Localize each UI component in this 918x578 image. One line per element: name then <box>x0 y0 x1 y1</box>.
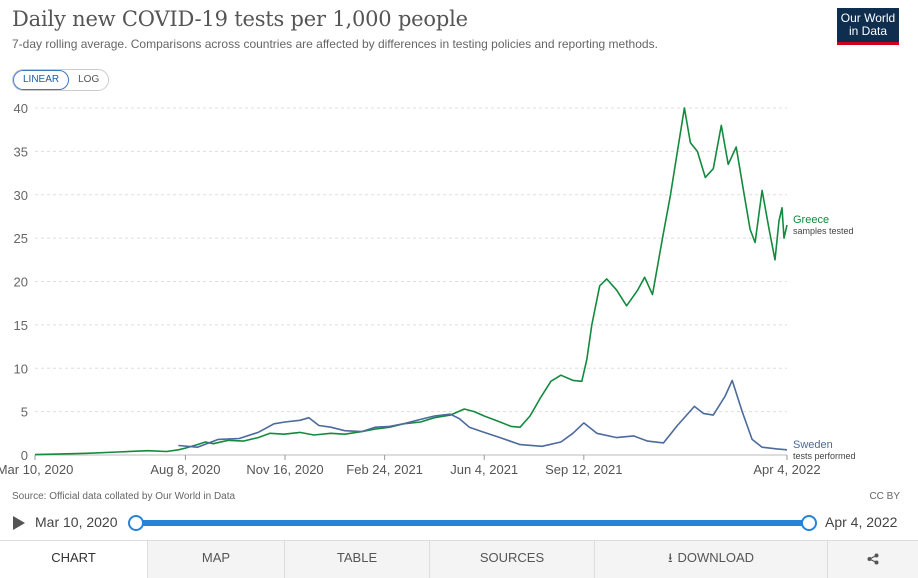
series-label-sweden: Sweden <box>793 439 833 451</box>
y-tick-label: 35 <box>14 144 28 159</box>
timeline-track[interactable] <box>135 520 810 526</box>
y-tick-label: 15 <box>14 318 28 333</box>
share-button[interactable] <box>827 541 918 578</box>
y-tick-label: 20 <box>14 275 28 290</box>
download-label: DOWNLOAD <box>677 550 755 565</box>
download-icon: ⭳ <box>667 550 673 565</box>
tab-table[interactable]: TABLE <box>284 541 429 578</box>
timeline-end-handle[interactable] <box>801 515 817 531</box>
timeline: Mar 10, 2020 Apr 4, 2022 <box>0 510 918 536</box>
series-line-greece[interactable] <box>34 107 788 456</box>
series-label-greece: Greece <box>793 214 829 226</box>
chart-subtitle: 7-day rolling average. Comparisons acros… <box>12 37 658 51</box>
logo-line1: Our World <box>840 11 896 25</box>
y-tick-label: 5 <box>21 405 28 420</box>
timeline-start-handle[interactable] <box>128 515 144 531</box>
x-tick-label: Mar 10, 2020 <box>0 462 73 477</box>
tab-chart[interactable]: CHART <box>0 541 147 578</box>
series-line-sweden[interactable] <box>178 379 788 451</box>
logo-line2: in Data <box>848 24 888 38</box>
timeline-start-label: Mar 10, 2020 <box>35 514 118 530</box>
log-scale-option[interactable]: LOG <box>78 74 100 85</box>
grid-lines <box>35 107 787 456</box>
x-tick-label: Jun 4, 2021 <box>450 462 518 477</box>
chart-title: Daily new COVID-19 tests per 1,000 peopl… <box>12 7 468 31</box>
x-tick-label: Nov 16, 2020 <box>246 462 323 477</box>
linear-scale-option[interactable]: LINEAR <box>13 70 70 90</box>
y-tick-label: 25 <box>14 231 28 246</box>
x-tick-label: Sep 12, 2021 <box>545 462 622 477</box>
y-tick-label: 30 <box>14 188 28 203</box>
source-note: Source: Official data collated by Our Wo… <box>12 491 236 502</box>
series-lines <box>34 107 788 456</box>
owid-logo[interactable]: Our World in Data <box>837 8 899 44</box>
y-tick-label: 0 <box>21 448 28 463</box>
tab-bar: CHART MAP TABLE SOURCES ⭳ DOWNLOAD <box>0 540 918 578</box>
y-tick-label: 40 <box>14 101 28 116</box>
x-tick-label: Aug 8, 2020 <box>150 462 220 477</box>
license-link[interactable]: CC BY <box>869 491 900 502</box>
tab-sources[interactable]: SOURCES <box>429 541 594 578</box>
line-chart: 0 5 10 15 20 25 30 35 40 Mar 10, 2020 Aug 8, 2020 N… <box>0 101 856 477</box>
axes: 0 5 10 15 20 25 30 35 40 Mar 10, 2020 Aug 8, 2020 N… <box>0 101 821 477</box>
share-icon <box>867 553 879 565</box>
timeline-end-label: Apr 4, 2022 <box>825 514 898 530</box>
x-tick-label: Feb 24, 2021 <box>346 462 423 477</box>
series-sublabel-greece: samples tested <box>793 226 854 236</box>
series-sublabel-sweden: tests performed <box>793 451 856 461</box>
play-icon[interactable] <box>13 516 25 530</box>
logo-accent-bar <box>837 42 899 45</box>
tab-map[interactable]: MAP <box>147 541 284 578</box>
x-tick-label: Apr 4, 2022 <box>753 462 820 477</box>
scale-toggle[interactable]: LINEAR LOG <box>12 69 110 91</box>
tab-download[interactable]: ⭳ DOWNLOAD <box>594 541 827 578</box>
y-tick-label: 10 <box>14 361 28 376</box>
